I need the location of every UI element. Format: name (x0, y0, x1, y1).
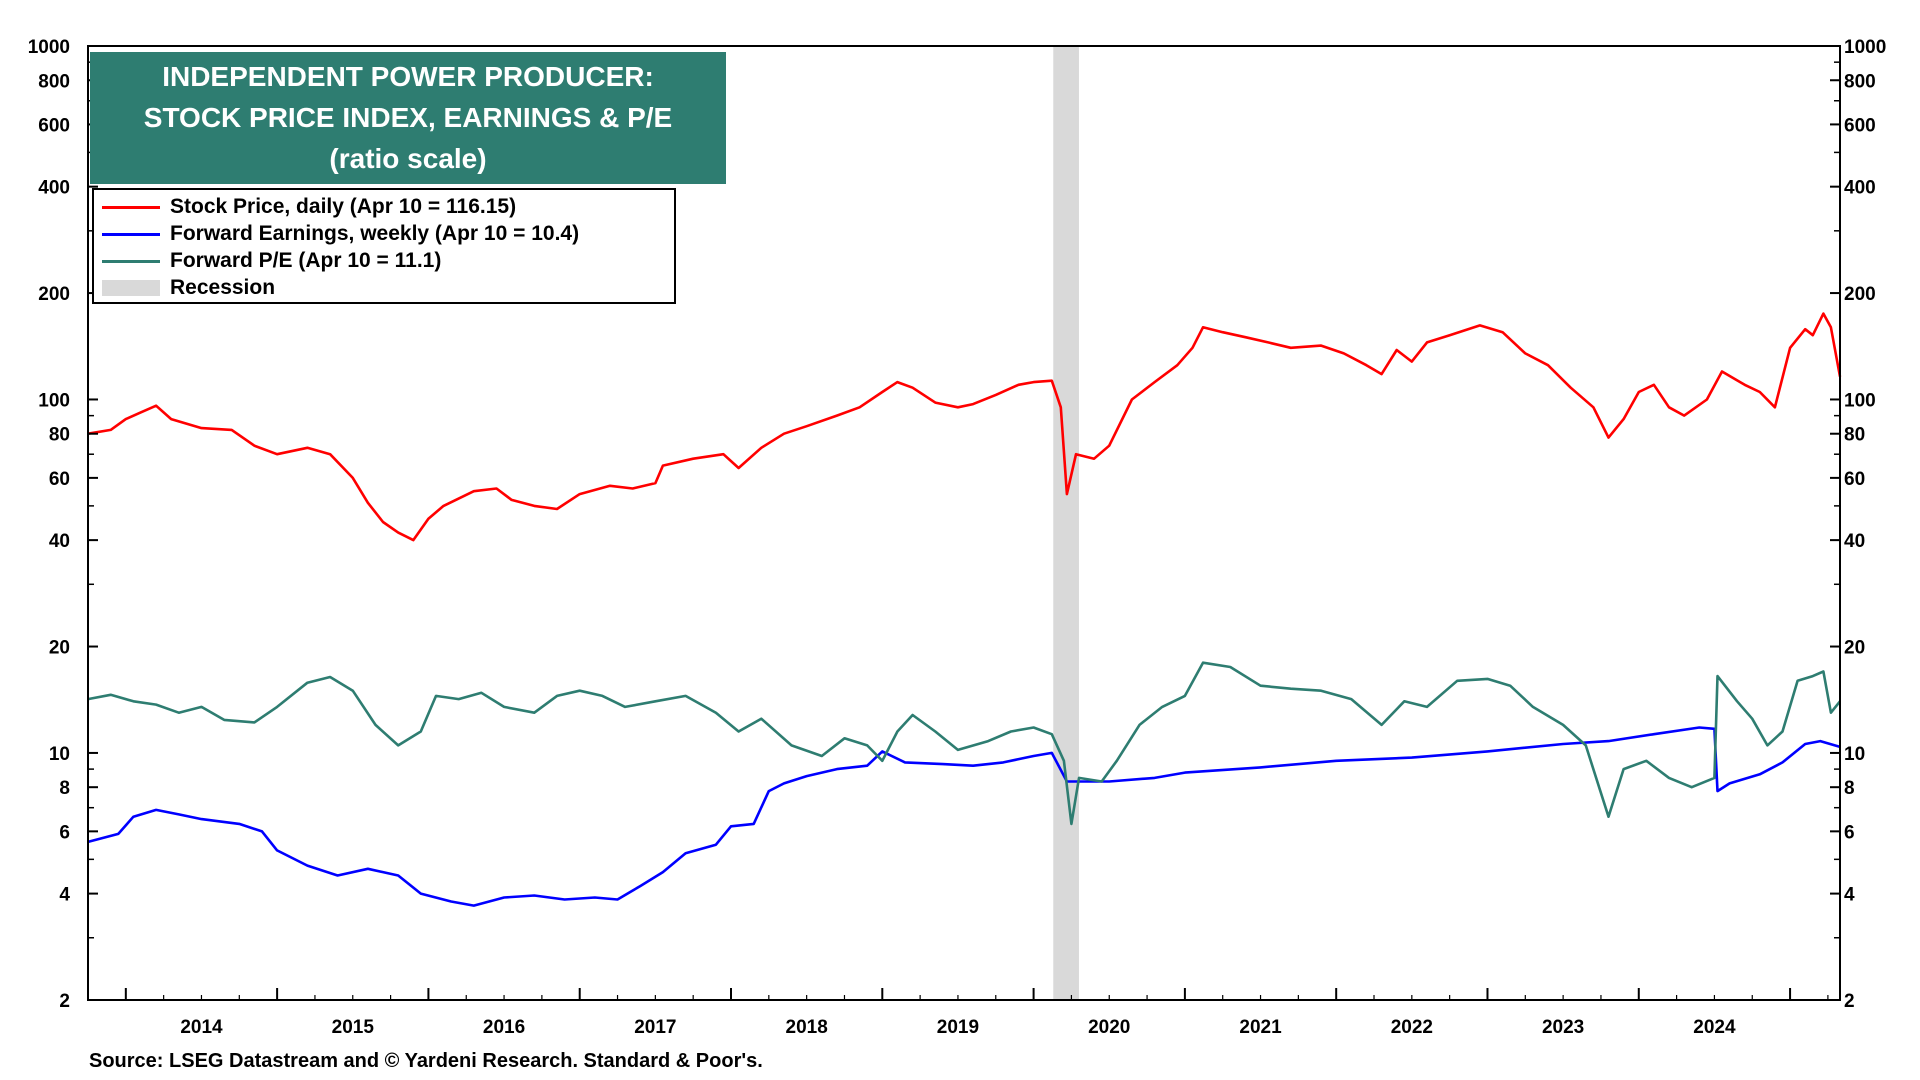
legend-label-forward-pe: Forward P/E (Apr 10 = 11.1) (170, 249, 442, 272)
legend-swatch-stock-price (102, 205, 160, 209)
x-tick-label: 2014 (180, 1017, 223, 1038)
legend-swatch-forward-earnings (102, 232, 160, 236)
x-tick-label: 2015 (332, 1017, 375, 1038)
y-tick-label-right: 800 (1844, 71, 1876, 92)
series-line-stock-price (87, 312, 1842, 542)
y-tick-label-right: 60 (1844, 469, 1865, 490)
y-tick-label-left: 20 (49, 638, 70, 659)
legend-label-forward-earnings: Forward Earnings, weekly (Apr 10 = 10.4) (170, 222, 580, 245)
recession-layer (1053, 46, 1079, 1000)
legend: Stock Price, daily (Apr 10 = 116.15) For… (92, 188, 676, 304)
y-tick-label-left: 1000 (28, 37, 70, 58)
x-tick-label: 2017 (634, 1017, 676, 1038)
y-tick-label-left: 600 (38, 115, 70, 136)
series-line-forward-earnings (87, 726, 1841, 907)
y-tick-label-left: 6 (59, 822, 70, 843)
legend-label-recession: Recession (170, 276, 276, 299)
y-tick-label-left: 200 (38, 284, 70, 305)
y-tick-label-right: 600 (1844, 115, 1876, 136)
legend-swatch-forward-pe (102, 259, 160, 263)
y-tick-label-left: 2 (59, 991, 70, 1012)
y-tick-label-left: 100 (38, 390, 70, 411)
y-tick-label-left: 60 (49, 469, 70, 490)
y-tick-label-right: 100 (1844, 390, 1876, 411)
series-line-forward-p-e (87, 661, 1842, 826)
series-layer (87, 312, 1842, 907)
y-tick-label-left: 80 (49, 425, 70, 446)
x-tick-label: 2019 (937, 1017, 979, 1038)
title-line-3: (ratio scale) (329, 143, 487, 174)
legend-label-stock-price: Stock Price, daily (Apr 10 = 116.15) (170, 195, 517, 218)
legend-swatch-recession (102, 280, 160, 296)
y-tick-label-right: 200 (1844, 284, 1876, 305)
legend-item-forward-earnings: Forward Earnings, weekly (Apr 10 = 10.4) (102, 221, 579, 247)
source-note: Source: LSEG Datastream and © Yardeni Re… (89, 1050, 763, 1072)
y-tick-label-right: 400 (1844, 178, 1876, 199)
x-tick-label: 2023 (1542, 1017, 1584, 1038)
x-tick-label: 2020 (1088, 1017, 1130, 1038)
y-tick-label-right: 10 (1844, 744, 1865, 765)
legend-item-forward-pe: Forward P/E (Apr 10 = 11.1) (102, 248, 441, 274)
x-tick-label: 2024 (1693, 1017, 1736, 1038)
legend-item-stock-price: Stock Price, daily (Apr 10 = 116.15) (102, 194, 516, 220)
y-tick-label-left: 400 (38, 178, 70, 199)
title-line-2: STOCK PRICE INDEX, EARNINGS & P/E (143, 102, 673, 133)
y-tick-label-right: 1000 (1844, 37, 1886, 58)
plot-frame (87, 45, 1841, 1001)
y-tick-label-left: 8 (59, 778, 70, 799)
x-tick-label: 2021 (1239, 1017, 1282, 1038)
y-ticks-left: 1000 800 600 400 200 100 80 60 40 20 10 8 6 4 2 (28, 37, 98, 1012)
recession-band (1053, 46, 1079, 1000)
x-ticks: 2014 2015 2016 2017 2018 2019 2020 2021 2022 2023… (87, 988, 1829, 1038)
y-tick-label-right: 8 (1844, 778, 1855, 799)
y-tick-label-left: 10 (49, 744, 70, 765)
y-tick-label-right: 2 (1844, 991, 1855, 1012)
x-tick-label: 2016 (483, 1017, 525, 1038)
legend-item-recession: Recession (102, 275, 275, 301)
y-tick-label-right: 80 (1844, 425, 1865, 446)
y-tick-label-left: 40 (49, 531, 70, 552)
y-tick-label-right: 40 (1844, 531, 1865, 552)
y-tick-label-left: 800 (38, 71, 70, 92)
x-tick-label: 2018 (786, 1017, 828, 1038)
y-tick-label-right: 4 (1844, 885, 1855, 906)
y-tick-label-right: 6 (1844, 822, 1855, 843)
y-ticks-right: 1000 800 600 400 200 100 80 60 40 20 10 8 6 4 2 (1830, 37, 1886, 1012)
y-tick-label-left: 4 (59, 885, 70, 906)
y-tick-label-right: 20 (1844, 638, 1865, 659)
x-tick-label: 2022 (1391, 1017, 1433, 1038)
chart-title: INDEPENDENT POWER PRODUCER: STOCK PRICE … (90, 52, 726, 184)
title-line-1: INDEPENDENT POWER PRODUCER: (162, 61, 654, 92)
